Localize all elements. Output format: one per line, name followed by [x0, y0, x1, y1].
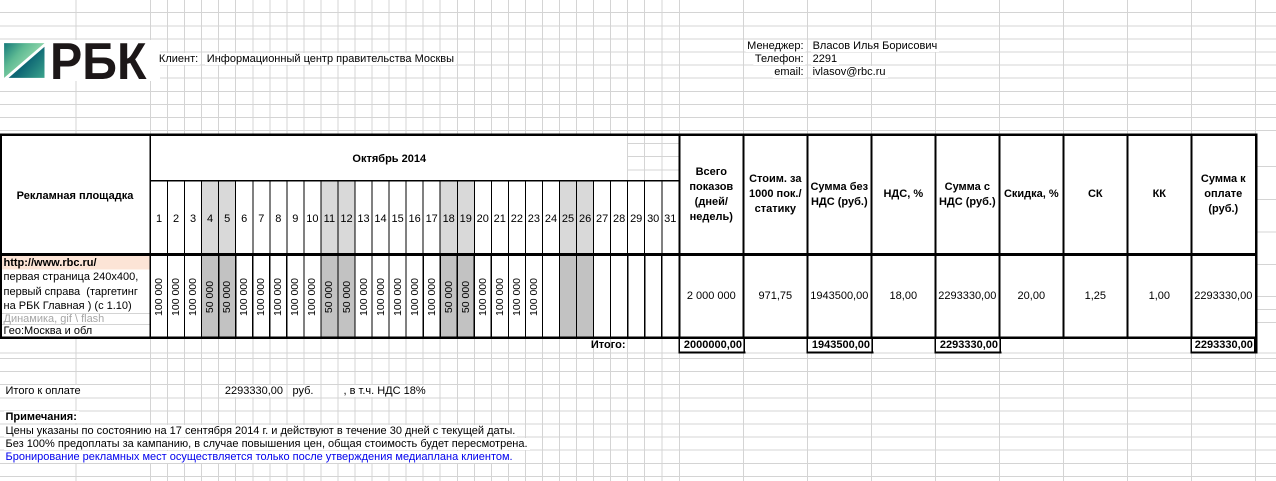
svg-text:РБК: РБК: [50, 40, 147, 81]
